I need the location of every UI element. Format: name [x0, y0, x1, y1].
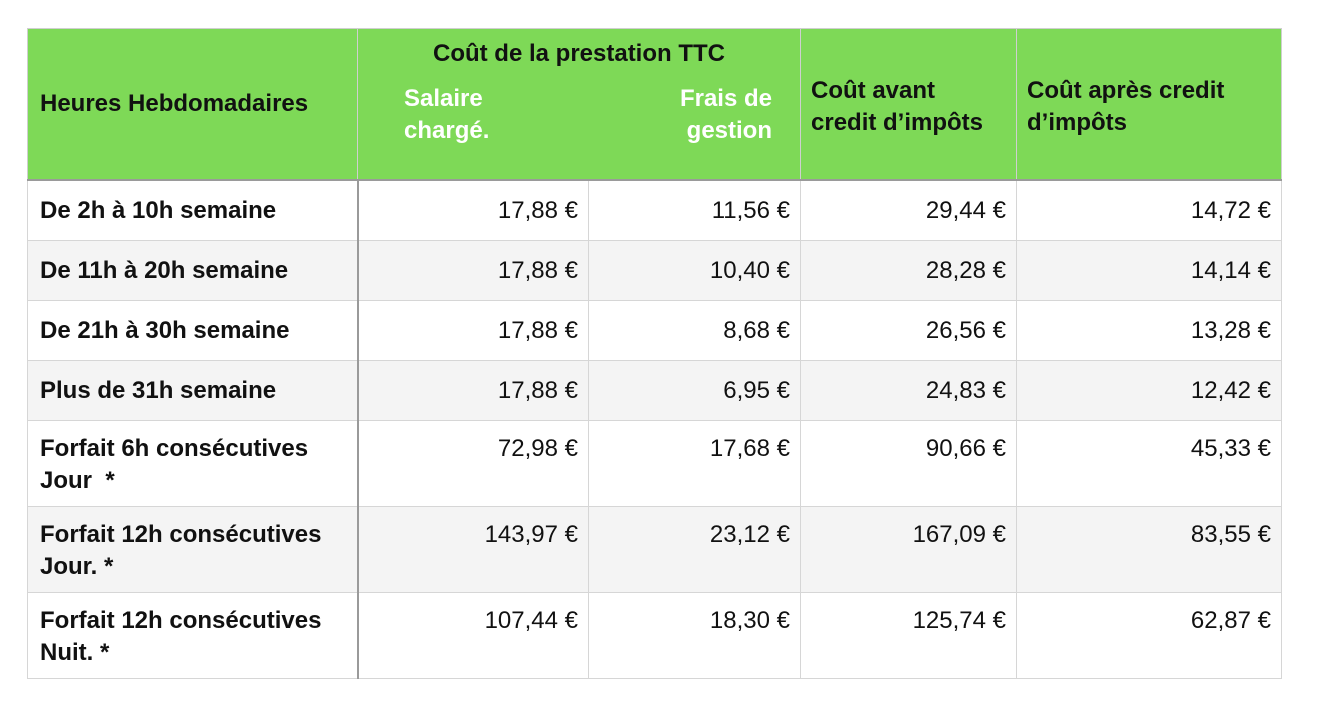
cell-cout-apres: 14,14 €: [1016, 239, 1282, 301]
cell-salaire: 107,44 €: [357, 591, 589, 679]
row-label-line1: Plus de 31h semaine: [40, 376, 277, 404]
row-label: Plus de 31h semaine: [27, 359, 359, 421]
row-label-line2: Jour. *: [40, 552, 114, 580]
header-frais-line1: Frais de: [679, 85, 772, 112]
cell-cout-apres: 62,87 €: [1016, 591, 1282, 679]
table-row: Forfait 12h consécutives Nuit. * 107,44 …: [27, 591, 1282, 679]
header-cout-avant-credit: Coût avant credit d’impôts: [800, 28, 1017, 181]
table-row: De 21h à 30h semaine 17,88 € 8,68 € 26,5…: [27, 299, 1282, 361]
header-cout-avant-line1: Coût avant: [811, 77, 936, 104]
table-row: Forfait 12h consécutives Jour. * 143,97 …: [27, 505, 1282, 593]
cell-cout-apres: 12,42 €: [1016, 359, 1282, 421]
row-label-line1: Forfait 12h consécutives: [40, 520, 322, 548]
header-cout-avant-line2: credit d’impôts: [811, 109, 984, 136]
table-header: Heures Hebdomadaires Coût de la prestati…: [27, 28, 1282, 181]
cell-salaire: 143,97 €: [357, 505, 589, 593]
cell-frais: 6,95 €: [588, 359, 801, 421]
header-cout-apres-line1: Coût après credit: [1027, 77, 1225, 104]
row-label: Forfait 12h consécutives Nuit. *: [27, 591, 359, 679]
header-salaire-line2: chargé.: [404, 117, 490, 144]
cell-frais: 17,68 €: [588, 419, 801, 507]
row-label-line1: De 2h à 10h semaine: [40, 197, 277, 224]
price-table-container: Heures Hebdomadaires Coût de la prestati…: [27, 28, 1282, 679]
cell-salaire: 72,98 €: [357, 419, 589, 507]
row-label-line2: Jour *: [40, 466, 115, 494]
cell-cout-avant: 167,09 €: [800, 505, 1017, 593]
table-row: De 2h à 10h semaine 17,88 € 11,56 € 29,4…: [27, 179, 1282, 241]
cell-cout-apres: 83,55 €: [1016, 505, 1282, 593]
price-table: Heures Hebdomadaires Coût de la prestati…: [27, 28, 1282, 679]
row-label: De 11h à 20h semaine: [27, 239, 359, 301]
cell-frais: 10,40 €: [588, 239, 801, 301]
header-frais-de-gestion: Frais de gestion: [588, 79, 801, 181]
header-salaire-line1: Salaire: [404, 85, 483, 112]
cell-cout-apres: 13,28 €: [1016, 299, 1282, 361]
row-label-line1: Forfait 6h consécutives: [40, 434, 309, 462]
row-label-line2: Nuit. *: [40, 638, 110, 666]
cell-cout-apres: 45,33 €: [1016, 419, 1282, 507]
cell-cout-apres: 14,72 €: [1016, 179, 1282, 241]
cell-cout-avant: 24,83 €: [800, 359, 1017, 421]
cell-frais: 11,56 €: [588, 179, 801, 241]
row-label: Forfait 6h consécutives Jour *: [27, 419, 359, 507]
row-label: Forfait 12h consécutives Jour. *: [27, 505, 359, 593]
cell-cout-avant: 90,66 €: [800, 419, 1017, 507]
row-label-line1: Forfait 12h consécutives: [40, 606, 322, 634]
cell-salaire: 17,88 €: [357, 179, 589, 241]
row-label-line1: De 21h à 30h semaine: [40, 316, 290, 344]
table-row: De 11h à 20h semaine 17,88 € 10,40 € 28,…: [27, 239, 1282, 301]
header-cout-apres-credit: Coût après credit d’impôts: [1016, 28, 1282, 181]
header-cout-apres-line2: d’impôts: [1027, 109, 1127, 136]
cell-cout-avant: 26,56 €: [800, 299, 1017, 361]
header-cout-prestation-ttc: Coût de la prestation TTC: [357, 28, 801, 79]
cell-salaire: 17,88 €: [357, 299, 589, 361]
row-label-line1: De 11h à 20h semaine: [40, 256, 289, 284]
cell-cout-avant: 125,74 €: [800, 591, 1017, 679]
header-salaire-charge: Salaire chargé.: [357, 79, 589, 181]
row-label: De 21h à 30h semaine: [27, 299, 359, 361]
table-body: De 2h à 10h semaine 17,88 € 11,56 € 29,4…: [27, 179, 1282, 679]
cell-frais: 18,30 €: [588, 591, 801, 679]
table-row: Plus de 31h semaine 17,88 € 6,95 € 24,83…: [27, 359, 1282, 421]
cell-frais: 23,12 €: [588, 505, 801, 593]
cell-salaire: 17,88 €: [357, 239, 589, 301]
cell-cout-avant: 29,44 €: [800, 179, 1017, 241]
row-label: De 2h à 10h semaine: [27, 179, 359, 241]
header-heures-hebdomadaires: Heures Hebdomadaires: [27, 28, 358, 181]
table-row: Forfait 6h consécutives Jour * 72,98 € 1…: [27, 419, 1282, 507]
cell-frais: 8,68 €: [588, 299, 801, 361]
cell-cout-avant: 28,28 €: [800, 239, 1017, 301]
cell-salaire: 17,88 €: [357, 359, 589, 421]
header-frais-line2: gestion: [686, 117, 772, 144]
